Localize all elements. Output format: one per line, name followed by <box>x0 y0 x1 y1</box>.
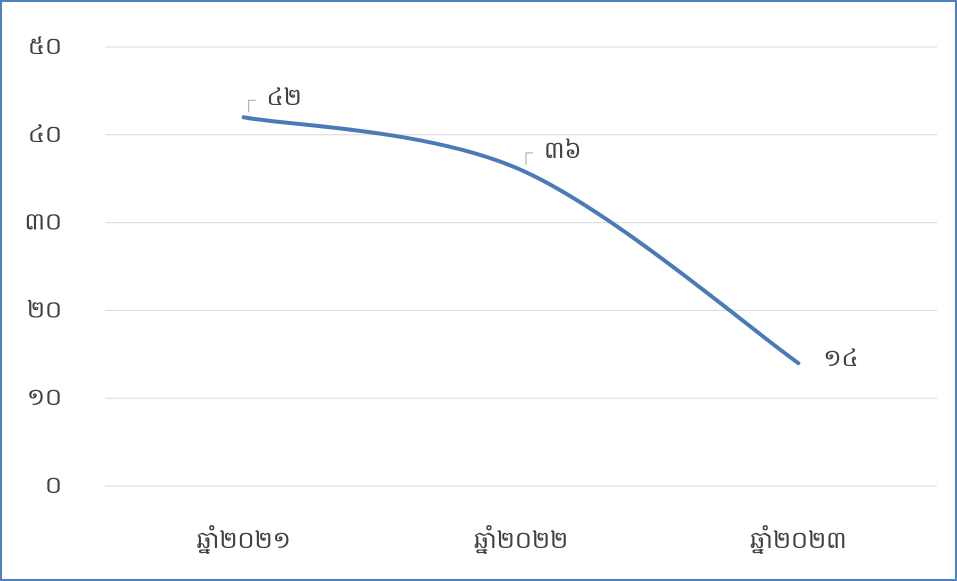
x-tick-label: ឆ្នាំ២០២២ <box>474 525 568 554</box>
leader-line <box>248 99 256 113</box>
y-tick-label: ៤០ <box>28 120 62 148</box>
leader-line <box>525 152 533 165</box>
y-tick-label: ៣០ <box>25 208 63 236</box>
x-tick-label: ឆ្នាំ២០២១ <box>196 525 290 554</box>
data-label: ៤២ <box>267 83 302 111</box>
y-tick-label: ៥០ <box>28 32 62 60</box>
x-tick-label: ឆ្នាំ២០២៣ <box>750 525 847 554</box>
y-tick-label: ១០ <box>27 383 62 411</box>
data-label: ៣៦ <box>544 136 582 164</box>
line-series <box>241 115 801 366</box>
y-tick-label: ០ <box>45 471 62 499</box>
data-label: ១៤ <box>823 344 858 372</box>
y-tick-label: ២០ <box>27 295 62 323</box>
